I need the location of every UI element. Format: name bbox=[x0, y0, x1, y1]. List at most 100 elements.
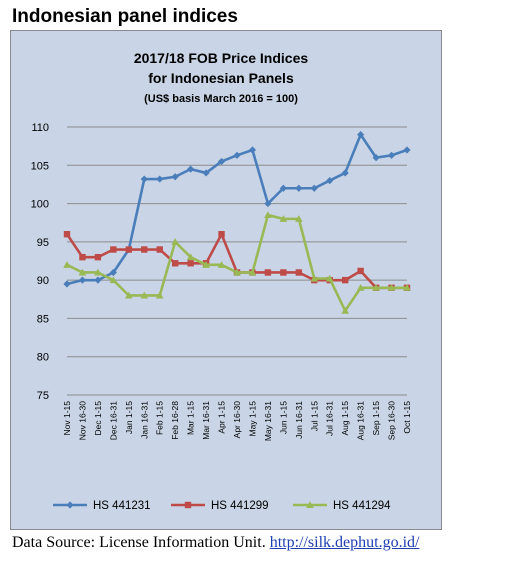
data-point-hs-441294 bbox=[171, 238, 179, 245]
x-tick-label: Jul 16-31 bbox=[325, 401, 335, 436]
data-point-hs-441299 bbox=[79, 253, 86, 261]
legend-item-hs-441294: HS 441294 bbox=[293, 500, 391, 512]
data-source-link[interactable]: http://silk.dephut.go.id/ bbox=[269, 534, 420, 551]
data-point-hs-441294 bbox=[264, 211, 272, 219]
y-axis-tick-labels: 75 80 85 90 95 100 105 110 bbox=[31, 122, 49, 402]
legend-label: HS 441299 bbox=[211, 500, 269, 512]
series-lines bbox=[63, 131, 411, 314]
y-tick-label: 85 bbox=[37, 313, 49, 325]
y-tick-label: 80 bbox=[37, 352, 49, 364]
x-tick-label: Jun 1-15 bbox=[278, 401, 288, 434]
data-point-hs-441231 bbox=[140, 175, 148, 183]
chart-note: (US$ basis March 2016 = 100) bbox=[144, 93, 298, 105]
data-point-hs-441231 bbox=[248, 146, 257, 154]
x-tick-label: Dec 1-15 bbox=[93, 401, 103, 436]
x-tick-label: Jun 16-31 bbox=[294, 401, 304, 439]
x-tick-label: Mar 16-31 bbox=[201, 401, 211, 440]
legend-label: HS 441294 bbox=[333, 500, 391, 512]
chart-frame: 2017/18 FOB Price Indices for Indonesian… bbox=[10, 30, 442, 530]
data-point-hs-441231 bbox=[217, 157, 226, 166]
legend-marker bbox=[184, 501, 192, 509]
data-point-hs-441299 bbox=[280, 269, 287, 276]
y-tick-label: 100 bbox=[31, 199, 49, 211]
data-point-hs-441294 bbox=[125, 291, 133, 299]
chart-svg: 2017/18 FOB Price Indices for Indonesian… bbox=[11, 31, 441, 529]
x-tick-label: Sep 1-15 bbox=[371, 401, 381, 436]
data-point-hs-441294 bbox=[63, 261, 71, 268]
data-point-hs-441299 bbox=[156, 246, 163, 253]
data-point-hs-441231 bbox=[171, 173, 179, 181]
x-tick-label: Aug 1-15 bbox=[340, 401, 350, 436]
data-point-hs-441294 bbox=[341, 306, 349, 314]
data-point-hs-441231 bbox=[156, 175, 164, 183]
data-point-hs-441299 bbox=[125, 246, 133, 253]
x-tick-label: Feb 16-28 bbox=[170, 401, 180, 440]
data-point-hs-441231 bbox=[403, 146, 411, 154]
data-point-hs-441294 bbox=[310, 274, 319, 282]
data-point-hs-441231 bbox=[372, 154, 380, 162]
grid-lines bbox=[67, 126, 407, 396]
data-point-hs-441299 bbox=[141, 246, 148, 253]
y-tick-label: 105 bbox=[31, 160, 49, 172]
x-axis-tick-labels: Nov 1-15 Nov 16-30 Dec 1-15 Dec 16-31 Jan 1-… bbox=[62, 401, 412, 441]
legend-marker bbox=[306, 501, 314, 508]
data-point-hs-441294 bbox=[403, 284, 411, 291]
data-source-text: Data Source: License Information Unit. bbox=[12, 534, 266, 551]
data-point-hs-441299 bbox=[110, 246, 117, 253]
data-point-hs-441294 bbox=[387, 284, 396, 291]
data-point-hs-441231 bbox=[109, 268, 117, 277]
data-point-hs-441294 bbox=[94, 268, 102, 276]
data-point-hs-441294 bbox=[295, 215, 303, 222]
data-point-hs-441299 bbox=[218, 231, 225, 238]
data-point-hs-441294 bbox=[356, 284, 365, 291]
series-hs-441231 bbox=[63, 131, 411, 288]
x-tick-label: Apr 16-30 bbox=[232, 401, 242, 439]
chart-subtitle: for Indonesian Panels bbox=[148, 70, 294, 86]
legend-marker bbox=[66, 501, 74, 509]
data-point-hs-441294 bbox=[217, 261, 226, 268]
x-tick-label: Apr 1-15 bbox=[217, 401, 227, 434]
x-tick-label: Aug 16-31 bbox=[356, 401, 366, 440]
data-point-hs-441231 bbox=[357, 131, 365, 139]
legend-item-hs-441299: HS 441299 bbox=[171, 500, 269, 512]
x-tick-label: Nov 1-15 bbox=[62, 401, 72, 436]
data-point-hs-441294 bbox=[372, 284, 380, 291]
y-tick-label: 110 bbox=[31, 122, 49, 134]
data-point-hs-441231 bbox=[63, 280, 71, 288]
data-source-line: Data Source: License Information Unit. h… bbox=[12, 534, 419, 552]
data-point-hs-441299 bbox=[357, 267, 364, 275]
y-tick-label: 75 bbox=[37, 390, 49, 402]
data-point-hs-441299 bbox=[341, 276, 349, 284]
data-point-hs-441299 bbox=[171, 260, 179, 267]
x-tick-label: Jan 1-15 bbox=[124, 401, 134, 434]
legend: HS 441231 HS 441299 HS 441294 bbox=[53, 500, 391, 512]
data-point-hs-441231 bbox=[310, 184, 318, 192]
data-point-hs-441231 bbox=[279, 184, 287, 192]
data-point-hs-441294 bbox=[233, 268, 241, 276]
x-tick-label: Feb 1-15 bbox=[155, 401, 165, 435]
series-hs-441294 bbox=[63, 211, 411, 314]
page-heading: Indonesian panel indices bbox=[12, 6, 238, 27]
data-point-hs-441231 bbox=[202, 169, 210, 177]
data-point-hs-441294 bbox=[155, 291, 164, 299]
x-tick-label: Sep 16-30 bbox=[387, 401, 397, 440]
data-point-hs-441294 bbox=[248, 268, 257, 276]
data-point-hs-441231 bbox=[78, 276, 87, 284]
data-point-hs-441231 bbox=[341, 169, 349, 177]
data-point-hs-441294 bbox=[202, 261, 210, 268]
data-point-hs-441231 bbox=[187, 165, 195, 173]
y-tick-label: 90 bbox=[37, 275, 49, 287]
data-point-hs-441294 bbox=[186, 253, 195, 261]
data-point-hs-441231 bbox=[326, 177, 334, 185]
x-tick-label: May 16-31 bbox=[263, 401, 273, 441]
data-point-hs-441294 bbox=[109, 276, 118, 284]
x-tick-label: Jul 1-15 bbox=[309, 401, 319, 432]
data-point-hs-441231 bbox=[295, 184, 303, 192]
y-tick-label: 95 bbox=[37, 237, 49, 249]
x-tick-label: Nov 16-30 bbox=[77, 401, 87, 440]
data-point-hs-441294 bbox=[78, 268, 87, 276]
x-tick-label: Mar 1-15 bbox=[186, 401, 196, 435]
data-point-hs-441294 bbox=[279, 215, 288, 222]
x-tick-label: Jan 16-31 bbox=[139, 401, 149, 439]
data-point-hs-441299 bbox=[63, 231, 71, 238]
